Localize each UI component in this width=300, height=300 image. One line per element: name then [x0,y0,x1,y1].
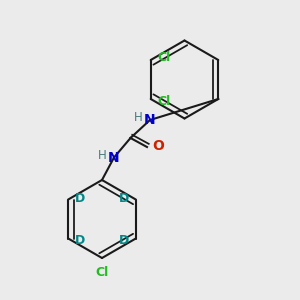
Text: O: O [152,139,164,152]
Text: D: D [75,233,85,247]
Text: D: D [75,191,85,205]
Text: H: H [134,111,142,124]
Text: N: N [108,151,120,164]
Text: N: N [144,113,156,127]
Text: D: D [119,191,129,205]
Text: Cl: Cl [95,266,109,279]
Text: H: H [98,148,106,162]
Text: D: D [119,233,129,247]
Text: Cl: Cl [157,95,171,108]
Text: Cl: Cl [157,51,171,64]
